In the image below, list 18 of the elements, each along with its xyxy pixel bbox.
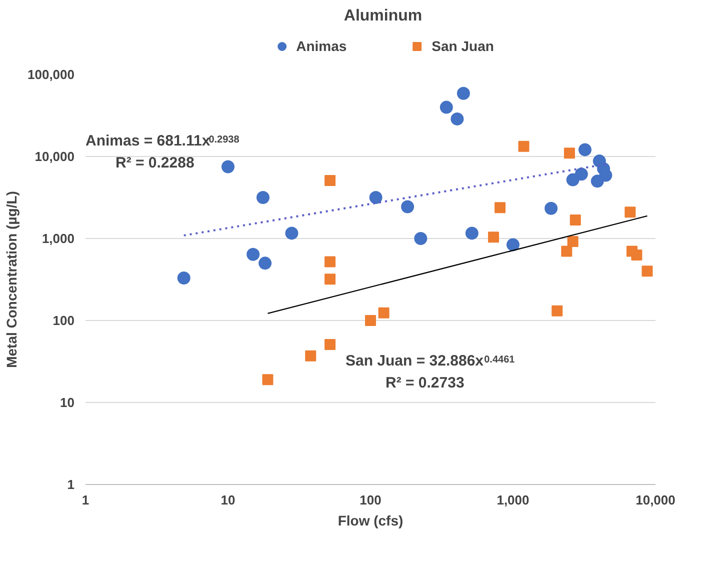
legend-label: Animas <box>296 38 347 54</box>
x-tick-label: 10 <box>220 492 236 508</box>
legend-label: San Juan <box>432 38 494 54</box>
x-tick-label: 100 <box>360 492 382 508</box>
y-tick-label: 1 <box>67 477 75 492</box>
x-tick-label: 10,000 <box>636 492 676 508</box>
x-tick-label: 1 <box>82 492 90 508</box>
y-tick-label: 10 <box>60 395 75 410</box>
y-tick-label: 100 <box>52 313 75 328</box>
annotation: R² = 0.2288 <box>116 154 194 172</box>
annotation: R² = 0.2733 <box>386 374 464 392</box>
x-axis-title: Flow (cfs) <box>338 512 404 528</box>
x-tick-label: 1,000 <box>496 492 530 508</box>
y-axis-title: Metal Concentration (µg/L) <box>4 191 20 368</box>
chart-title: Aluminum <box>344 8 422 24</box>
y-tick-label: 10,000 <box>34 149 75 164</box>
y-tick-label: 100,000 <box>28 67 75 82</box>
y-tick-label: 1,000 <box>42 231 75 246</box>
